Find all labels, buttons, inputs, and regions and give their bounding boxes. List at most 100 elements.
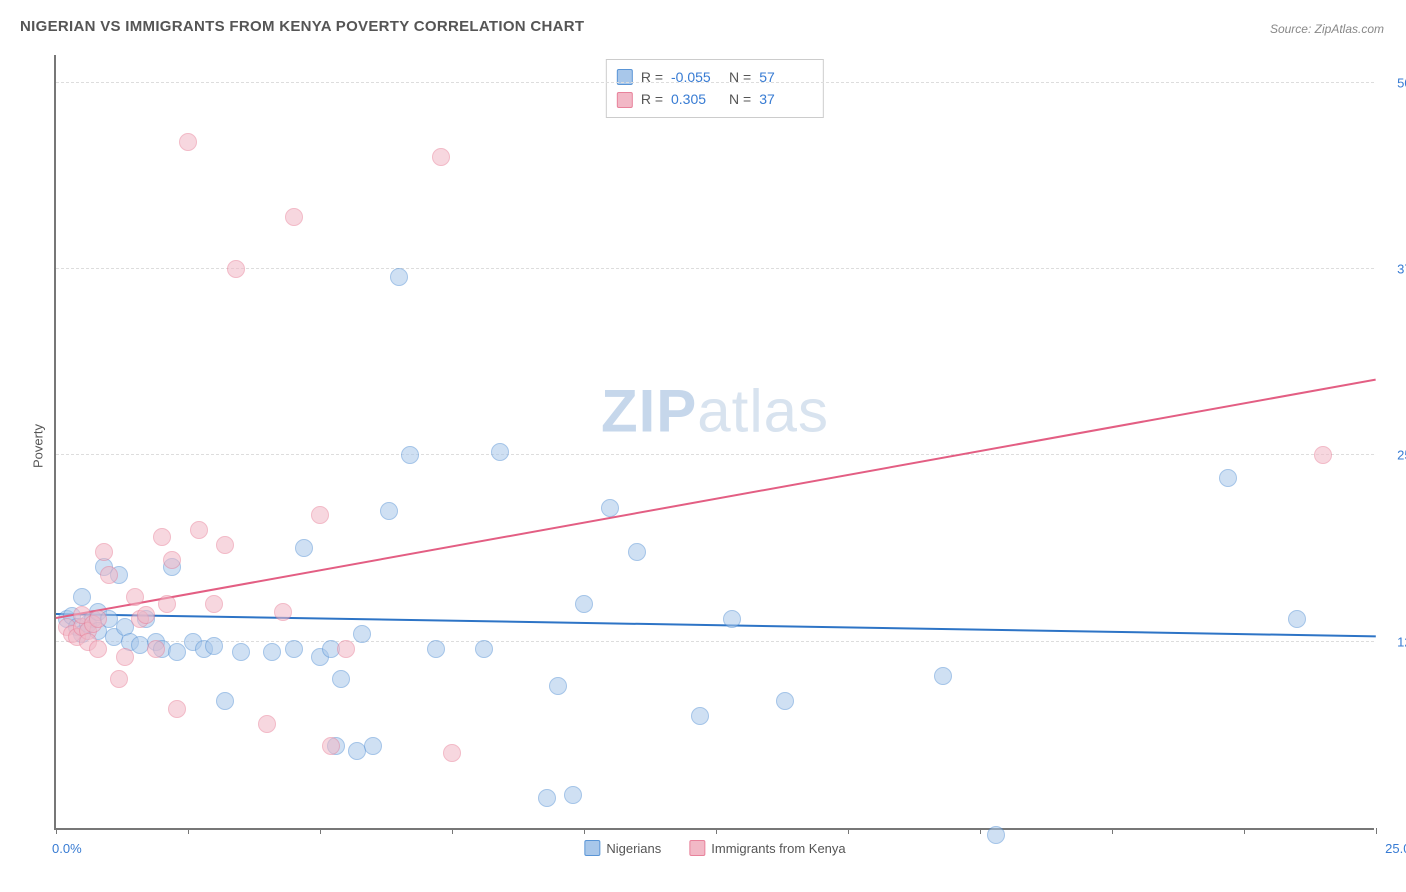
data-point (564, 786, 582, 804)
data-point (575, 595, 593, 613)
data-point (205, 595, 223, 613)
stats-row: R = -0.055 N = 57 (617, 66, 809, 88)
data-point (126, 588, 144, 606)
data-point (95, 543, 113, 561)
x-tick (980, 828, 981, 834)
data-point (89, 640, 107, 658)
data-point (274, 603, 292, 621)
legend-item: Immigrants from Kenya (689, 840, 845, 856)
gridline (56, 641, 1374, 642)
watermark-bold: ZIP (601, 377, 697, 444)
data-point (110, 670, 128, 688)
legend-item: Nigerians (584, 840, 661, 856)
data-point (601, 499, 619, 517)
chart-container: NIGERIAN VS IMMIGRANTS FROM KENYA POVERT… (0, 0, 1406, 892)
data-point (1219, 469, 1237, 487)
x-tick (584, 828, 585, 834)
y-tick-label: 37.5% (1397, 262, 1406, 277)
data-point (295, 539, 313, 557)
data-point (285, 640, 303, 658)
stat-n-value: 37 (759, 88, 809, 110)
data-point (987, 826, 1005, 844)
data-point (168, 643, 186, 661)
data-point (322, 737, 340, 755)
data-point (263, 643, 281, 661)
y-tick-label: 50.0% (1397, 75, 1406, 90)
x-tick (1112, 828, 1113, 834)
gridline (56, 268, 1374, 269)
stat-r-value: -0.055 (671, 66, 721, 88)
data-point (364, 737, 382, 755)
x-tick (56, 828, 57, 834)
plot-area: ZIPatlas R = -0.055 N = 57 R = 0.305 N =… (54, 55, 1374, 830)
series-legend: Nigerians Immigrants from Kenya (584, 840, 845, 856)
chart-title: NIGERIAN VS IMMIGRANTS FROM KENYA POVERT… (20, 18, 584, 35)
data-point (628, 543, 646, 561)
source-attribution: Source: ZipAtlas.com (1270, 22, 1384, 36)
data-point (332, 670, 350, 688)
data-point (205, 637, 223, 655)
x-tick (1244, 828, 1245, 834)
swatch-icon (689, 840, 705, 856)
data-point (285, 208, 303, 226)
trend-line (56, 379, 1376, 619)
data-point (89, 610, 107, 628)
trend-line (56, 613, 1376, 637)
data-point (137, 606, 155, 624)
data-point (190, 521, 208, 539)
data-point (723, 610, 741, 628)
stat-n-label: N = (729, 66, 751, 88)
gridline (56, 454, 1374, 455)
data-point (549, 677, 567, 695)
data-point (353, 625, 371, 643)
stats-legend: R = -0.055 N = 57 R = 0.305 N = 37 (606, 59, 824, 118)
data-point (1314, 446, 1332, 464)
data-point (776, 692, 794, 710)
data-point (390, 268, 408, 286)
data-point (232, 643, 250, 661)
watermark-rest: atlas (697, 377, 829, 444)
data-point (432, 148, 450, 166)
data-point (337, 640, 355, 658)
x-tick (716, 828, 717, 834)
data-point (311, 506, 329, 524)
data-point (258, 715, 276, 733)
data-point (163, 551, 181, 569)
stat-r-label: R = (641, 88, 663, 110)
data-point (691, 707, 709, 725)
watermark: ZIPatlas (601, 376, 829, 445)
data-point (168, 700, 186, 718)
data-point (443, 744, 461, 762)
data-point (147, 640, 165, 658)
stat-r-label: R = (641, 66, 663, 88)
stat-n-label: N = (729, 88, 751, 110)
data-point (179, 133, 197, 151)
data-point (1288, 610, 1306, 628)
data-point (538, 789, 556, 807)
legend-label: Nigerians (606, 841, 661, 856)
data-point (491, 443, 509, 461)
stat-r-value: 0.305 (671, 88, 721, 110)
data-point (216, 536, 234, 554)
y-axis-label: Poverty (31, 424, 46, 468)
data-point (380, 502, 398, 520)
data-point (427, 640, 445, 658)
data-point (401, 446, 419, 464)
x-tick-label: 0.0% (52, 841, 82, 856)
stats-row: R = 0.305 N = 37 (617, 88, 809, 110)
gridline (56, 82, 1374, 83)
data-point (100, 566, 118, 584)
swatch-icon (584, 840, 600, 856)
x-tick (188, 828, 189, 834)
data-point (475, 640, 493, 658)
data-point (153, 528, 171, 546)
y-tick-label: 25.0% (1397, 448, 1406, 463)
data-point (158, 595, 176, 613)
x-tick (320, 828, 321, 834)
x-tick (452, 828, 453, 834)
x-tick-label: 25.0% (1385, 841, 1406, 856)
data-point (216, 692, 234, 710)
stat-n-value: 57 (759, 66, 809, 88)
data-point (934, 667, 952, 685)
data-point (73, 588, 91, 606)
